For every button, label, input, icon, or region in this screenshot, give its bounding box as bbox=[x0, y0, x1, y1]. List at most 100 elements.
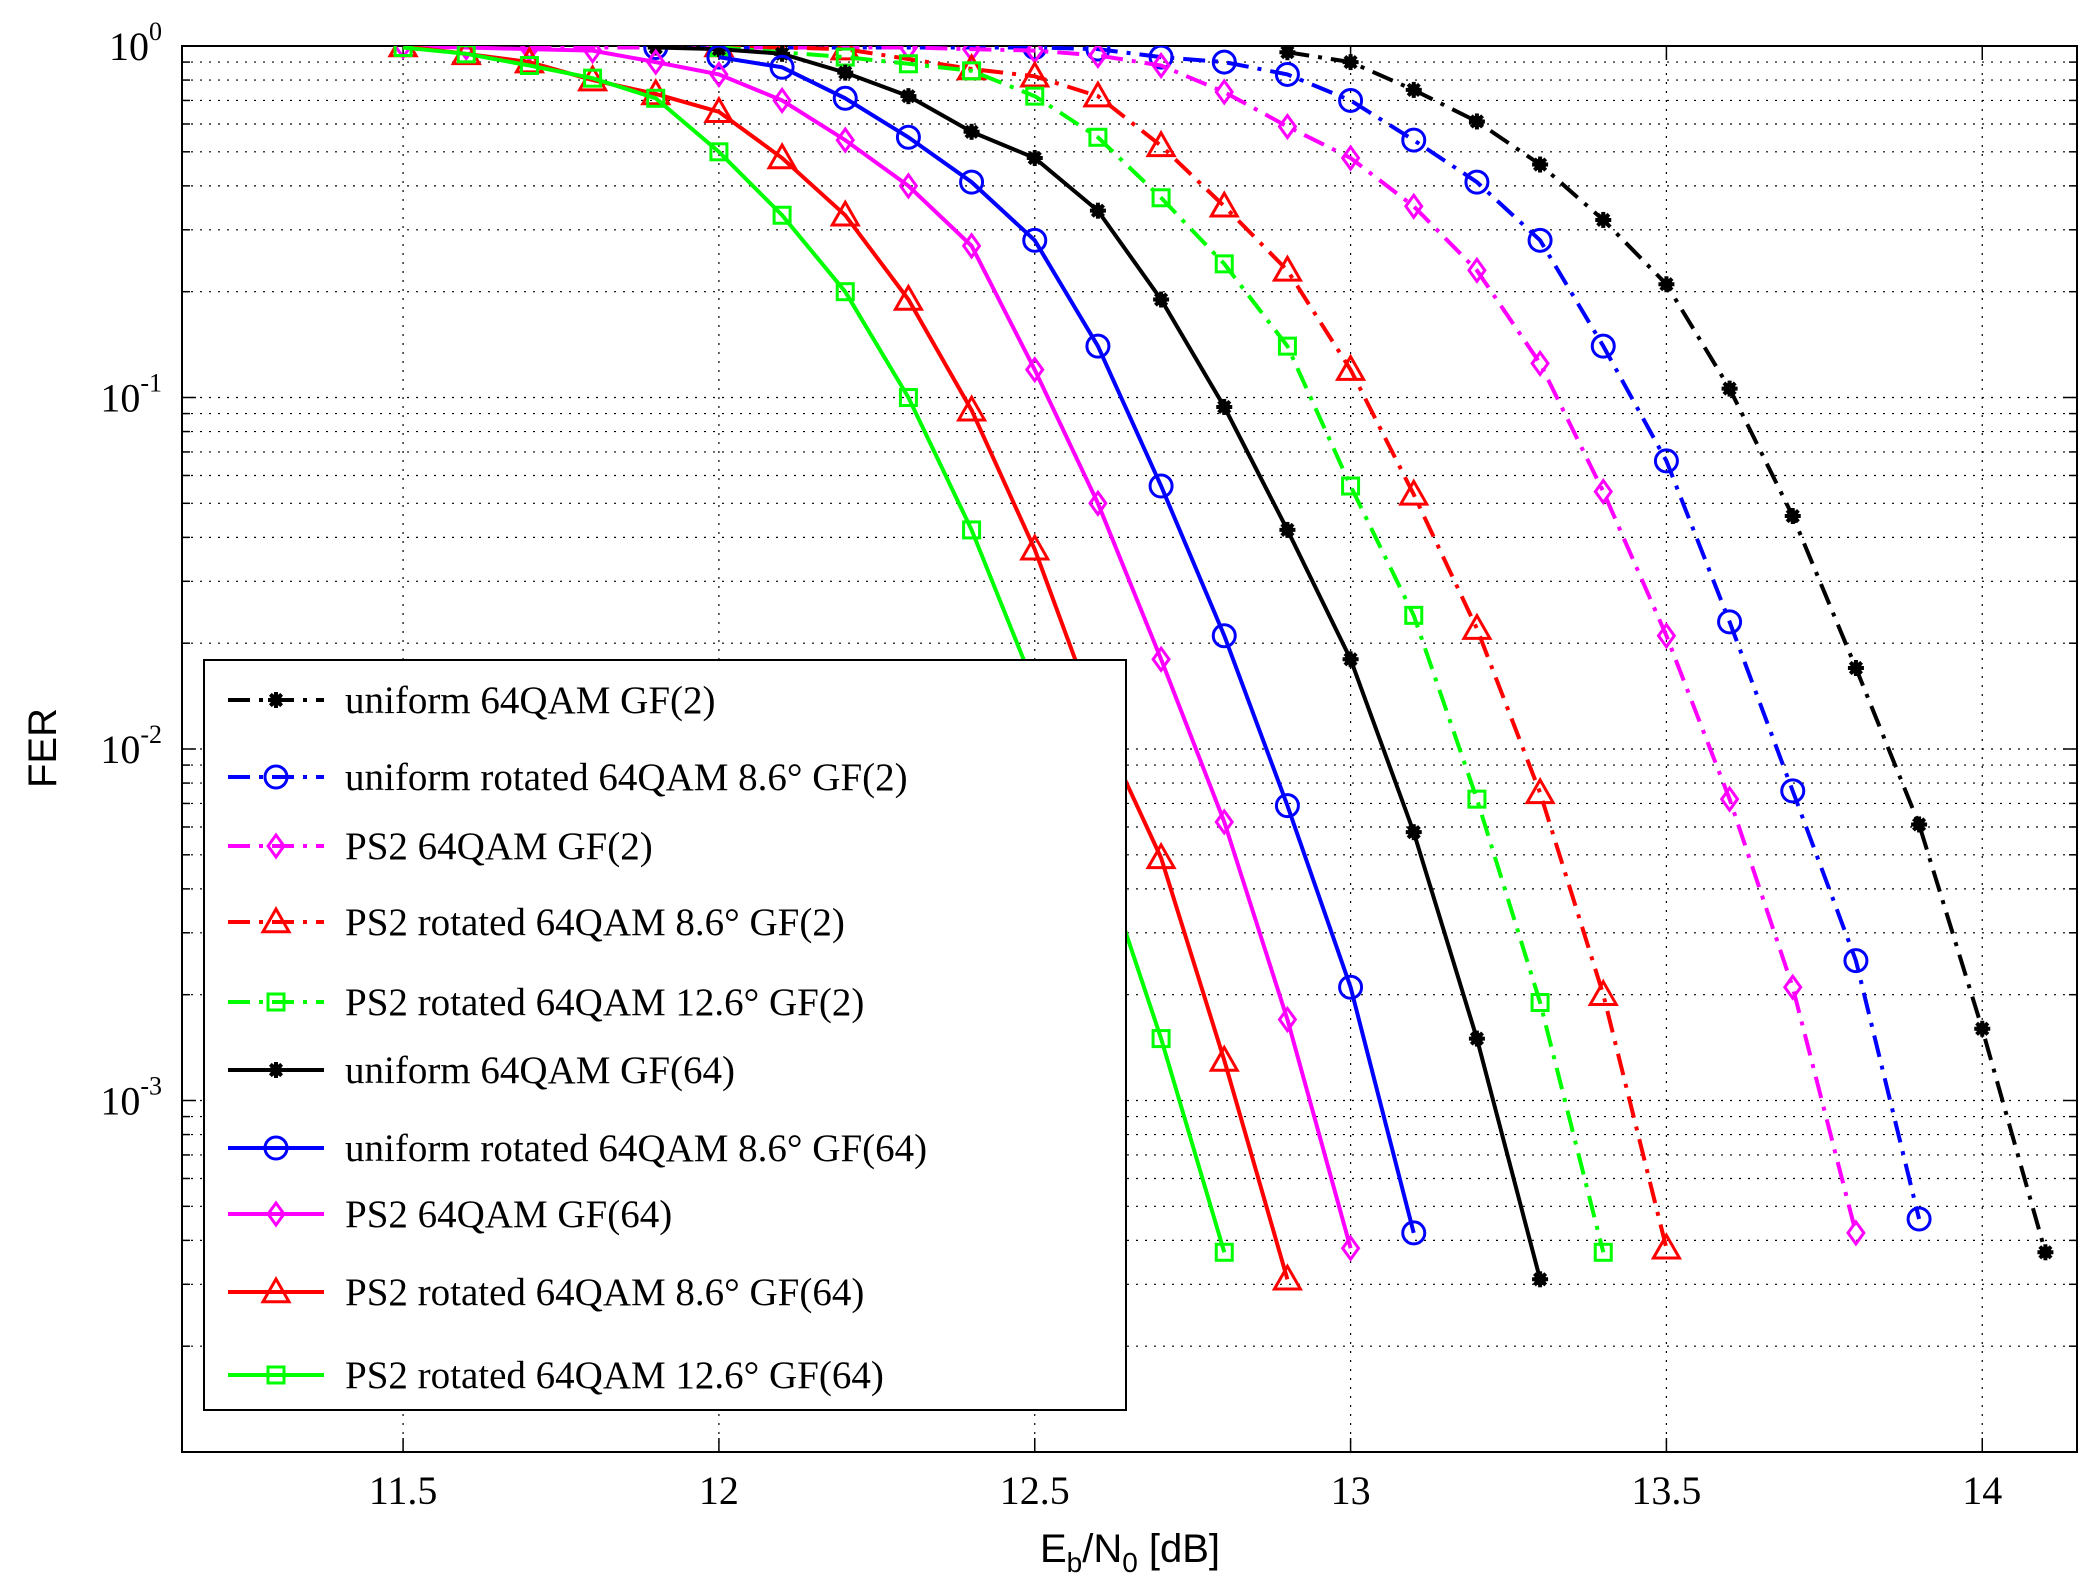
series-line bbox=[529, 46, 1858, 1234]
legend-item: uniform rotated 64QAM 8.6° GF(2) bbox=[228, 756, 908, 799]
marker-circle bbox=[1085, 333, 1111, 359]
y-tick-base: 10 bbox=[109, 24, 149, 69]
marker-triangle bbox=[1208, 1044, 1240, 1072]
marker-star bbox=[1468, 113, 1485, 130]
marker-star bbox=[1026, 150, 1043, 167]
marker-star bbox=[1405, 81, 1422, 98]
marker-square bbox=[1025, 86, 1045, 106]
marker-circle bbox=[1717, 609, 1743, 635]
marker-circle bbox=[959, 169, 985, 195]
marker-triangle bbox=[1334, 353, 1367, 381]
marker-triangle bbox=[1398, 478, 1430, 506]
marker-star bbox=[1089, 202, 1106, 219]
marker-circle bbox=[1906, 1206, 1932, 1232]
marker-circle bbox=[1527, 227, 1553, 253]
marker-circle bbox=[1022, 227, 1048, 253]
marker-circle bbox=[1780, 778, 1806, 804]
legend-label: PS2 rotated 64QAM 8.6° GF(2) bbox=[345, 901, 845, 944]
marker-circle bbox=[1590, 333, 1616, 359]
marker-star bbox=[1911, 816, 1928, 833]
marker-circle bbox=[1653, 448, 1679, 474]
marker-diamond bbox=[709, 60, 729, 89]
marker-circle bbox=[1274, 793, 1300, 819]
marker-square bbox=[1214, 1242, 1234, 1262]
marker-triangle bbox=[1019, 60, 1051, 88]
marker-triangle bbox=[892, 283, 925, 311]
x-tick-label: 12.5 bbox=[1000, 1468, 1070, 1513]
marker-triangle bbox=[829, 46, 861, 61]
marker-diamond bbox=[456, 46, 477, 62]
marker-diamond bbox=[1719, 785, 1740, 813]
marker-diamond bbox=[1277, 112, 1298, 141]
marker-diamond bbox=[961, 232, 982, 260]
x-tick-label: 13 bbox=[1331, 1468, 1371, 1513]
legend-label: PS2 64QAM GF(2) bbox=[345, 825, 653, 868]
x-axis-label-tail: [dB] bbox=[1138, 1527, 1220, 1571]
series-3 bbox=[703, 46, 1683, 1260]
marker-star bbox=[1721, 380, 1738, 397]
marker-square bbox=[962, 61, 982, 81]
x-tick-label: 14 bbox=[1962, 1468, 2002, 1513]
marker-star bbox=[1532, 156, 1549, 173]
marker-square bbox=[1151, 188, 1171, 208]
marker-diamond bbox=[1782, 973, 1803, 1001]
legend-label: uniform rotated 64QAM 8.6° GF(2) bbox=[345, 756, 908, 799]
marker-circle bbox=[706, 46, 732, 70]
marker-square bbox=[266, 1365, 286, 1385]
series-5 bbox=[647, 46, 1549, 1288]
marker-star bbox=[837, 64, 854, 81]
y-tick-exp: -3 bbox=[140, 1072, 162, 1101]
marker-square bbox=[519, 56, 539, 76]
y-tick-label: 100 bbox=[109, 17, 162, 69]
x-axis-label-base: E bbox=[1040, 1527, 1067, 1571]
marker-diamond bbox=[1088, 46, 1108, 70]
marker-triangle bbox=[1587, 978, 1619, 1006]
marker-circle bbox=[1464, 169, 1490, 195]
marker-square bbox=[898, 388, 918, 407]
marker-square bbox=[266, 992, 286, 1012]
marker-square bbox=[583, 68, 603, 88]
legend-item: PS2 64QAM GF(2) bbox=[228, 825, 653, 868]
marker-diamond bbox=[772, 86, 792, 115]
series-1 bbox=[643, 46, 1932, 1232]
marker-diamond bbox=[582, 46, 603, 65]
marker-triangle bbox=[1208, 190, 1240, 218]
series-line bbox=[655, 46, 1922, 1220]
marker-circle bbox=[263, 1135, 289, 1161]
marker-star bbox=[1658, 276, 1675, 293]
x-tick-label: 13.5 bbox=[1631, 1468, 1701, 1513]
marker-triangle bbox=[1145, 129, 1177, 158]
marker-diamond bbox=[1340, 1234, 1361, 1262]
marker-star bbox=[2037, 1244, 2054, 1261]
marker-star bbox=[1405, 824, 1422, 841]
marker-square bbox=[1214, 254, 1234, 274]
marker-diamond bbox=[1214, 78, 1235, 106]
y-tick-label: 10-1 bbox=[100, 369, 162, 421]
series-line bbox=[403, 46, 1353, 1249]
legend-box bbox=[203, 659, 1127, 1411]
marker-star bbox=[900, 88, 917, 105]
marker-diamond bbox=[1467, 256, 1487, 284]
marker-circle bbox=[1843, 948, 1869, 974]
marker-triangle bbox=[1271, 254, 1304, 282]
y-tick-base: 10 bbox=[100, 727, 140, 772]
x-axis-label-mid: /N bbox=[1082, 1527, 1122, 1571]
marker-circle bbox=[1022, 46, 1048, 61]
marker-star bbox=[268, 1062, 284, 1078]
y-axis-label: FER bbox=[21, 708, 65, 788]
marker-star bbox=[1595, 211, 1612, 228]
marker-star bbox=[1342, 651, 1359, 668]
marker-star bbox=[1468, 1030, 1485, 1047]
y-tick-label: 10-3 bbox=[100, 1072, 162, 1124]
marker-triangle bbox=[1650, 1232, 1683, 1260]
marker-star bbox=[1847, 659, 1864, 676]
marker-square bbox=[393, 46, 413, 58]
marker-square bbox=[1277, 336, 1297, 356]
y-tick-base: 10 bbox=[100, 1079, 140, 1124]
marker-diamond bbox=[1403, 192, 1424, 220]
series-group bbox=[387, 46, 2054, 1291]
series-4 bbox=[709, 46, 1613, 1262]
marker-square bbox=[1088, 127, 1108, 147]
marker-star bbox=[1784, 508, 1801, 525]
